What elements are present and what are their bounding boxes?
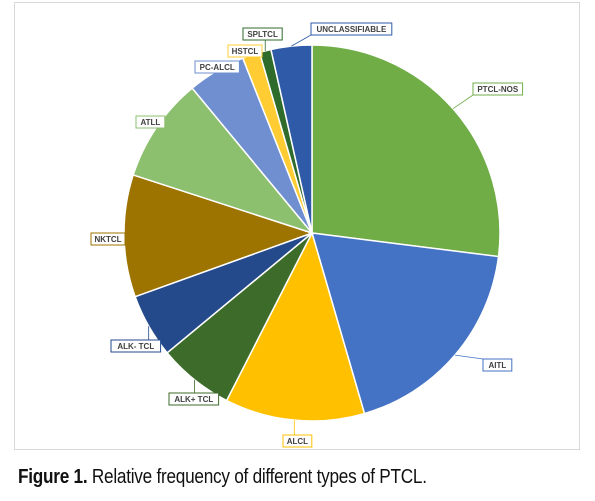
pie-chart: PTCL-NOS AITL ALCL ALK+ TCL ALK- TCL NKTCL ATL…	[90, 22, 524, 448]
slice-label-nktcl: NKTCL	[94, 235, 121, 244]
label-box-ptcl-nos	[472, 82, 524, 96]
pie-slice-alcl	[225, 230, 366, 422]
caption-label: Figure 1.	[18, 466, 88, 488]
slice-label-hstcl: HSTCL	[232, 47, 259, 56]
leader-line-ptcl-nos	[452, 94, 474, 110]
pie-slice-unclassifiable	[270, 44, 313, 234]
slice-label-spltcl: SPLTCL	[247, 30, 278, 39]
label-box-spltcl	[242, 27, 283, 41]
slice-label-unclassifiable: UNCLASSIFIABLE	[317, 25, 387, 34]
slice-label-alk-tcl: ALK- TCL	[117, 342, 154, 351]
label-box-aitl	[482, 358, 513, 372]
slice-label-pc-alcl: PC-ALCL	[200, 63, 235, 72]
slice-label-ptcl-nos: PTCL-NOS	[477, 85, 519, 94]
pie-slice-ptcl-nos	[311, 44, 501, 258]
figure-caption: Figure 1. Relative frequency of differen…	[18, 466, 427, 489]
label-box-unclassifiable	[310, 22, 393, 36]
leader-line-aitl	[454, 354, 484, 360]
slice-label-alk-tcl: ALK+ TCL	[174, 395, 213, 404]
label-box-atll	[135, 115, 166, 129]
label-box-alk-tcl	[110, 339, 162, 353]
chart-frame: PTCL-NOS AITL ALCL ALK+ TCL ALK- TCL NKTCL ATL…	[14, 2, 580, 450]
label-box-alcl	[282, 434, 313, 448]
pie-slice-aitl	[310, 232, 500, 415]
caption-text: Relative frequency of different types of…	[87, 466, 427, 488]
label-box-alk-tcl	[168, 392, 220, 406]
leader-line-unclassifiable	[291, 34, 312, 47]
slice-label-atll: ATLL	[140, 118, 160, 127]
label-box-nktcl	[90, 232, 126, 246]
label-box-pc-alcl	[194, 60, 240, 74]
label-box-hstcl	[227, 44, 263, 58]
slice-label-alcl: ALCL	[287, 437, 308, 446]
slice-label-aitl: AITL	[489, 361, 507, 370]
